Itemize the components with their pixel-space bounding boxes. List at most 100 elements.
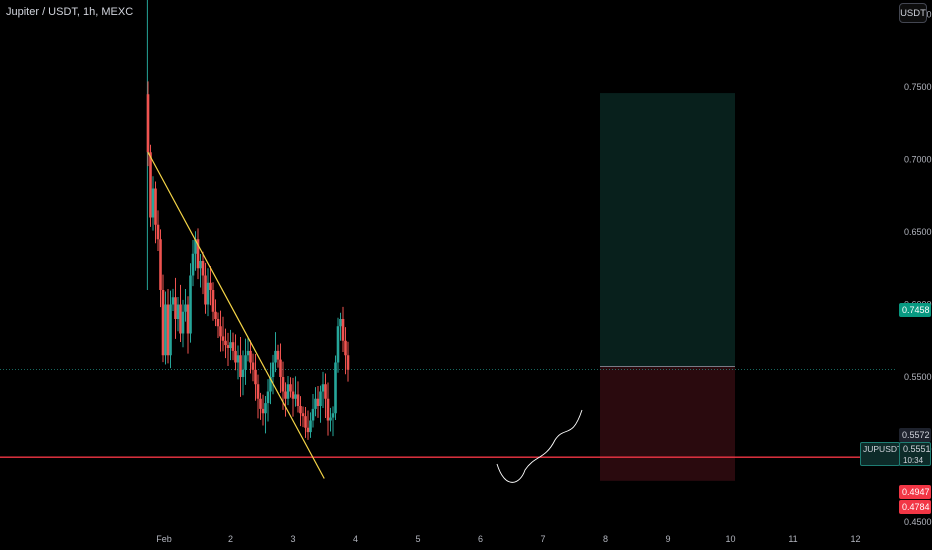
candle-body (291, 391, 295, 399)
time-axis: Feb 2 3 4 5 6 7 8 9 10 11 12 (156, 534, 860, 544)
candle-body (241, 369, 245, 377)
candle-body (284, 391, 287, 399)
candle-body (334, 362, 337, 414)
symbol-name: JUPUSDT (863, 444, 903, 454)
candle-body (196, 239, 200, 269)
candle-body (274, 350, 277, 363)
candle-body (294, 394, 297, 399)
currency-button[interactable]: USDT (899, 3, 927, 23)
candle-body (189, 275, 192, 334)
candle-body (341, 319, 345, 341)
candle-body (226, 345, 230, 348)
candle-body (331, 413, 335, 418)
candle-body (251, 362, 255, 370)
candle-body (321, 384, 325, 392)
candle-body (311, 408, 315, 421)
y-tick-label: 0.7500 (904, 82, 932, 92)
candle-body (301, 413, 305, 417)
candle-body (174, 297, 177, 319)
candle-body (244, 355, 247, 370)
candle-body (204, 275, 207, 305)
chart-title: Jupiter / USDT, 1h, MEXC (6, 6, 134, 18)
candle-body (201, 261, 205, 276)
drawings (147, 151, 583, 483)
candle-body (184, 304, 187, 312)
candle-body (346, 355, 350, 370)
candle-body (246, 350, 250, 356)
candle-body (231, 342, 235, 351)
candle-body (319, 391, 322, 406)
candle-body (236, 355, 240, 363)
x-tick-label: 4 (353, 534, 358, 544)
sketch-curve (496, 409, 583, 483)
candle-body (151, 188, 155, 218)
candle-body (209, 282, 212, 290)
x-tick-label: 3 (290, 534, 295, 544)
candle-body (176, 304, 180, 319)
candles (146, 0, 350, 440)
candle-body (296, 394, 300, 406)
candle-body (286, 384, 290, 399)
candle-body (156, 224, 160, 240)
horizontal-lines (0, 369, 897, 458)
x-tick-label: 2 (228, 534, 233, 544)
candle-body (214, 311, 217, 319)
candle-body (326, 398, 330, 421)
candle-body (171, 297, 175, 305)
candle-body (194, 239, 197, 254)
stop-price-label: 0.4947 (899, 485, 931, 499)
x-tick-label: 11 (788, 534, 797, 544)
candle-body (234, 350, 237, 363)
trendline (147, 151, 325, 479)
stop-zone (600, 366, 735, 481)
candle-body (186, 304, 190, 334)
candle-body (191, 253, 195, 276)
candle-body (206, 282, 210, 305)
candle-body (224, 340, 227, 346)
candle-body (304, 416, 307, 428)
target-zone (600, 93, 735, 367)
symbol-label: JUPUSDT (860, 442, 903, 466)
candle-body (279, 359, 282, 377)
target-price-label: 0.7458 (899, 303, 931, 317)
x-tick-label: Feb (156, 534, 172, 544)
candle-body (309, 420, 312, 433)
x-tick-label: 6 (478, 534, 483, 544)
x-tick-label: 5 (415, 534, 420, 544)
x-tick-label: 12 (850, 534, 860, 544)
candle-body (316, 398, 320, 406)
candle-body (219, 326, 222, 337)
x-tick-label: 8 (603, 534, 608, 544)
candle-body (299, 406, 302, 414)
candle-body (154, 188, 157, 225)
candle-body (306, 427, 310, 433)
y-tick-label: 0.5500 (904, 372, 932, 382)
candle-body (159, 239, 162, 290)
x-tick-label: 10 (725, 534, 735, 544)
candle-body (164, 304, 167, 356)
candle-body (256, 384, 260, 399)
support-price-label: 0.4784 (899, 500, 931, 514)
candle-body (181, 311, 185, 334)
entry-price-label: 0.5572 (899, 428, 931, 442)
candle-body (324, 384, 327, 399)
y-tick-label: 0.7000 (904, 155, 932, 165)
candle-body (221, 336, 225, 341)
candle-body (211, 290, 215, 312)
candle-body (179, 304, 182, 334)
countdown-value: 10:34 (903, 456, 924, 465)
x-tick-label: 7 (540, 534, 545, 544)
last-price-value: 0.5551 (903, 444, 931, 454)
candle-body (269, 377, 272, 392)
candle-body (249, 350, 252, 363)
candle-body (146, 94, 150, 153)
last-price-label: 0.5551 10:34 (899, 442, 931, 466)
candle-body (149, 152, 152, 218)
candle-body (239, 355, 242, 377)
candle-body (276, 350, 280, 360)
candle-body (161, 290, 165, 356)
candle-body (289, 384, 292, 392)
x-tick-label: 9 (665, 534, 670, 544)
